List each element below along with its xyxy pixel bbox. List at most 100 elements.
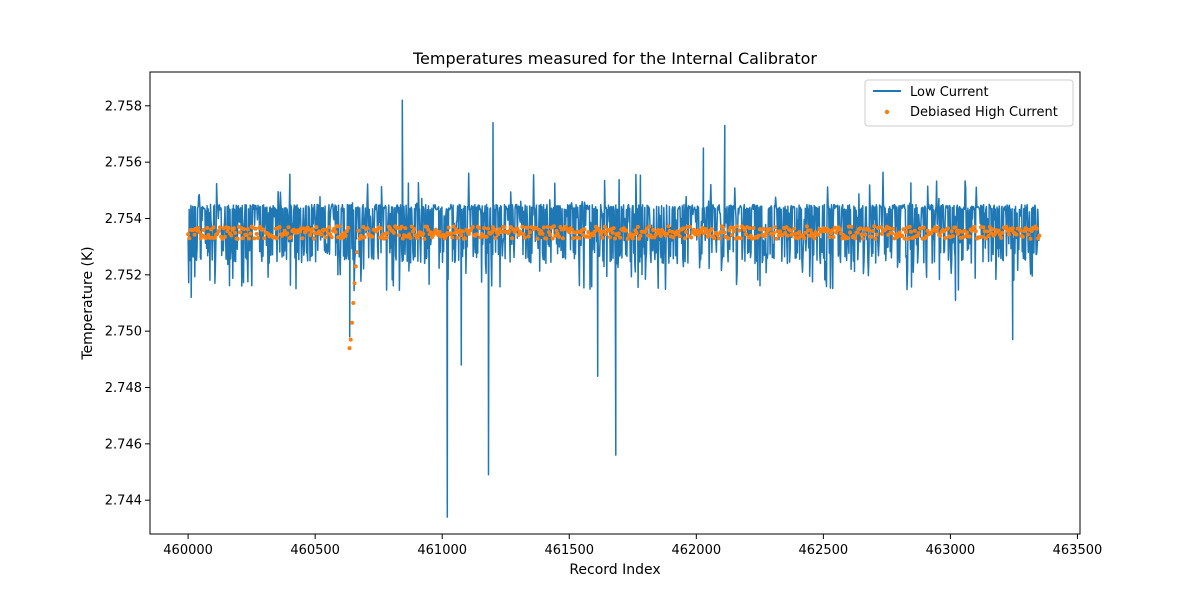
- high-current-point: [242, 227, 246, 232]
- high-current-point: [300, 236, 305, 241]
- high-current-point: [972, 224, 977, 229]
- high-current-point: [802, 236, 807, 241]
- high-current-point: [984, 236, 988, 241]
- high-current-point: [346, 225, 351, 230]
- plot-frame: [149, 71, 1081, 535]
- high-current-point: [493, 236, 498, 241]
- y-tick-label: 2.758: [105, 99, 142, 114]
- high-current-point: [1025, 232, 1030, 237]
- high-current-point: [912, 228, 917, 233]
- high-current-point: [599, 231, 603, 236]
- high-current-point: [611, 226, 616, 231]
- high-current-point: [656, 228, 661, 232]
- high-current-point: [712, 236, 717, 241]
- high-current-point: [421, 231, 426, 236]
- y-axis-label: Temperature (K): [80, 246, 96, 360]
- high-current-point: [830, 228, 835, 233]
- high-current-point: [943, 236, 948, 240]
- high-current-point: [515, 226, 520, 231]
- high-current-point: [726, 236, 731, 241]
- high-current-point: [308, 233, 313, 238]
- high-current-point: [352, 281, 357, 286]
- high-current-point: [229, 233, 234, 238]
- high-current-point: [449, 231, 454, 236]
- high-current-point: [916, 231, 921, 236]
- high-current-point: [256, 236, 260, 240]
- x-tick-label: 460500: [290, 543, 340, 558]
- high-current-point: [451, 224, 456, 229]
- x-axis-label: Record Index: [569, 562, 660, 578]
- high-current-point: [560, 236, 565, 241]
- high-current-point: [477, 226, 482, 231]
- high-current-point: [677, 234, 682, 239]
- high-current-point: [778, 229, 783, 234]
- high-current-point: [783, 230, 788, 235]
- legend-label-debiased-high-current: Debiased High Current: [910, 105, 1058, 120]
- high-current-point: [206, 232, 211, 237]
- high-current-point: [507, 229, 512, 234]
- high-current-point: [643, 229, 648, 234]
- high-current-point: [365, 226, 370, 231]
- high-current-point: [704, 229, 709, 234]
- high-current-point: [416, 234, 421, 239]
- high-current-point: [855, 230, 860, 235]
- high-current-point: [397, 233, 401, 238]
- high-current-point: [567, 230, 572, 235]
- high-current-point: [454, 227, 459, 232]
- high-current-point: [329, 235, 334, 240]
- high-current-point: [764, 231, 769, 236]
- high-current-point: [607, 235, 612, 240]
- high-current-point: [254, 231, 259, 236]
- high-current-point: [1000, 230, 1005, 235]
- high-current-point: [211, 225, 216, 230]
- high-current-point: [953, 225, 958, 230]
- y-tick-label: 2.746: [105, 437, 142, 452]
- high-current-point: [544, 236, 549, 241]
- high-current-point: [233, 230, 238, 235]
- high-current-point: [956, 231, 960, 236]
- high-current-point: [788, 228, 793, 233]
- high-current-point: [803, 230, 808, 235]
- high-current-point: [520, 224, 525, 229]
- high-current-point: [407, 232, 412, 237]
- high-current-point: [285, 231, 290, 236]
- high-current-point: [591, 233, 596, 238]
- high-current-point: [878, 225, 883, 230]
- high-current-point: [981, 225, 986, 230]
- high-current-point: [385, 231, 390, 236]
- high-current-point: [684, 230, 689, 234]
- high-current-point: [527, 230, 532, 235]
- high-current-point: [934, 229, 939, 234]
- high-current-point: [610, 230, 615, 235]
- high-current-point: [771, 231, 776, 235]
- plot-area: [186, 99, 1042, 518]
- high-current-point: [929, 231, 934, 236]
- high-current-point: [638, 234, 643, 238]
- high-current-point: [1010, 226, 1015, 231]
- high-current-point: [869, 234, 874, 239]
- x-tick-label: 462000: [671, 543, 721, 558]
- high-current-point: [999, 235, 1004, 240]
- high-current-point: [217, 225, 222, 230]
- low-current-series: [187, 99, 1040, 518]
- high-current-point: [253, 226, 258, 231]
- high-current-point: [186, 232, 191, 237]
- high-current-point: [756, 233, 761, 238]
- high-current-point: [541, 225, 546, 230]
- high-current-point: [709, 227, 714, 231]
- high-current-point: [891, 226, 896, 231]
- high-current-point: [460, 229, 465, 234]
- high-current-point: [399, 224, 404, 229]
- high-current-point: [785, 233, 790, 238]
- legend: Low Current Debiased High Current: [864, 79, 1074, 127]
- high-current-point: [535, 236, 540, 241]
- high-current-point: [812, 236, 817, 241]
- high-current-point: [837, 227, 842, 232]
- high-current-point: [1037, 233, 1042, 238]
- high-current-point: [348, 337, 353, 342]
- high-current-point: [935, 225, 940, 230]
- high-current-point: [827, 235, 832, 240]
- high-current-point: [858, 226, 863, 231]
- high-current-point: [860, 236, 865, 241]
- high-current-point: [967, 234, 972, 239]
